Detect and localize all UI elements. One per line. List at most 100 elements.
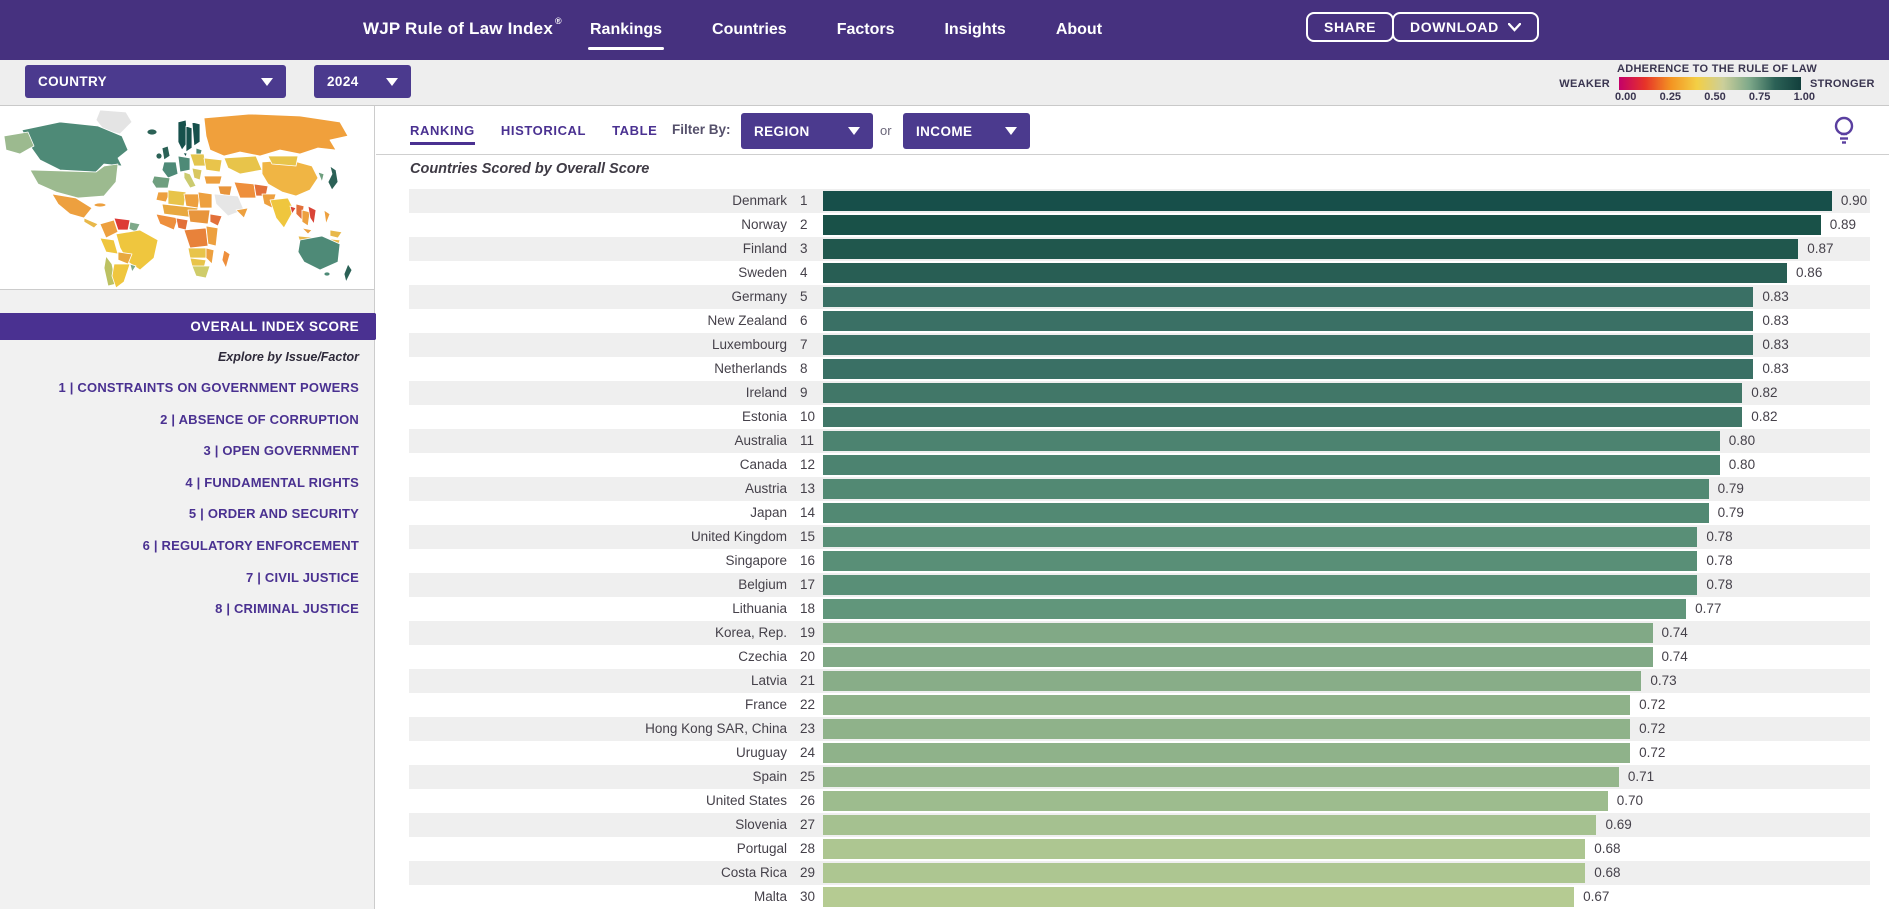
share-button[interactable]: SHARE — [1306, 12, 1395, 42]
table-row[interactable]: United Kingdom 15 0.78 — [409, 525, 1870, 549]
legend-title: ADHERENCE TO THE RULE OF LAW — [1616, 63, 1818, 75]
score-bar[interactable] — [823, 623, 1653, 643]
table-row[interactable]: Lithuania 18 0.77 — [409, 597, 1870, 621]
tab-historical[interactable]: HISTORICAL — [500, 123, 587, 138]
app-logo[interactable]: WJP Rule of Law Index ® — [363, 0, 562, 79]
score-bar[interactable] — [823, 335, 1754, 355]
table-row[interactable]: Singapore 16 0.78 — [409, 549, 1870, 573]
score-bar[interactable] — [823, 215, 1821, 235]
table-row[interactable]: Sweden 4 0.86 — [409, 261, 1870, 285]
table-row[interactable]: Slovenia 27 0.69 — [409, 813, 1870, 837]
table-row[interactable]: Uruguay 24 0.72 — [409, 741, 1870, 765]
table-row[interactable]: Latvia 21 0.73 — [409, 669, 1870, 693]
table-row[interactable]: Germany 5 0.83 — [409, 285, 1870, 309]
score-bar[interactable] — [823, 695, 1631, 715]
table-row[interactable]: New Zealand 6 0.83 — [409, 309, 1870, 333]
table-row[interactable]: Australia 11 0.80 — [409, 429, 1870, 453]
score-bar[interactable] — [823, 311, 1754, 331]
score-bar[interactable] — [823, 767, 1619, 787]
sidebar-factor-7[interactable]: 7 | CIVIL JUSTICE — [246, 569, 359, 585]
country-name: Netherlands — [714, 361, 787, 376]
country-score: 0.89 — [1829, 217, 1856, 232]
sidebar-item-overall-index-score[interactable]: OVERALL INDEX SCORE — [0, 313, 388, 340]
table-row[interactable]: Luxembourg 7 0.83 — [409, 333, 1870, 357]
country-score: 0.86 — [1796, 265, 1823, 280]
download-button[interactable]: DOWNLOAD — [1392, 12, 1539, 42]
table-row[interactable]: France 22 0.72 — [409, 693, 1870, 717]
tab-ranking[interactable]: RANKING — [410, 123, 475, 145]
country-score: 0.83 — [1762, 313, 1789, 328]
table-row[interactable]: Czechia 20 0.74 — [409, 645, 1870, 669]
sidebar-factor-3[interactable]: 3 | OPEN GOVERNMENT — [203, 443, 359, 459]
table-row[interactable]: Estonia 10 0.82 — [409, 405, 1870, 429]
score-bar[interactable] — [823, 551, 1698, 571]
score-bar[interactable] — [823, 239, 1799, 259]
table-row[interactable]: Costa Rica 29 0.68 — [409, 861, 1870, 885]
table-row[interactable]: Portugal 28 0.68 — [409, 837, 1870, 861]
tab-table[interactable]: TABLE — [612, 123, 658, 138]
score-bar[interactable] — [823, 527, 1698, 547]
sidebar-factor-5[interactable]: 5 | ORDER AND SECURITY — [188, 506, 359, 522]
nav-link-insights[interactable]: Insights — [944, 21, 1006, 38]
score-bar[interactable] — [823, 431, 1720, 451]
score-bar[interactable] — [823, 263, 1788, 283]
sidebar: OVERALL INDEX SCORE Explore by Issue/Fac… — [0, 290, 388, 909]
table-row[interactable]: Spain 25 0.71 — [409, 765, 1870, 789]
score-bar[interactable] — [823, 815, 1597, 835]
world-map[interactable] — [0, 106, 375, 290]
score-bar[interactable] — [823, 599, 1687, 619]
sidebar-factor-1[interactable]: 1 | CONSTRAINTS ON GOVERNMENT POWERS — [58, 380, 359, 395]
score-bar[interactable] — [823, 479, 1709, 499]
score-bar[interactable] — [823, 287, 1754, 307]
nav-link-rankings[interactable]: Rankings — [587, 21, 665, 50]
sidebar-factor-2[interactable]: 2 | ABSENCE OF CORRUPTION — [160, 411, 359, 427]
score-bar[interactable] — [823, 191, 1832, 211]
score-bar[interactable] — [823, 887, 1575, 907]
score-bar[interactable] — [823, 743, 1631, 763]
income-dropdown[interactable]: INCOME — [903, 113, 1030, 149]
table-row[interactable]: Norway 2 0.89 — [409, 213, 1870, 237]
table-row[interactable]: Netherlands 8 0.83 — [409, 357, 1870, 381]
nav-link-factors[interactable]: Factors — [836, 21, 895, 38]
score-bar[interactable] — [823, 455, 1720, 475]
nav-link-about[interactable]: About — [1055, 21, 1103, 38]
region-dropdown[interactable]: REGION — [741, 113, 873, 149]
country-score: 0.83 — [1762, 361, 1789, 376]
table-row[interactable]: Canada 12 0.80 — [409, 453, 1870, 477]
sidebar-factor-6[interactable]: 6 | REGULATORY ENFORCEMENT — [142, 538, 359, 553]
table-row[interactable]: Denmark 1 0.90 — [409, 189, 1870, 213]
score-bar[interactable] — [823, 791, 1608, 811]
table-row[interactable]: United States 26 0.70 — [409, 789, 1870, 813]
lightbulb-icon[interactable] — [1831, 115, 1857, 145]
score-bar[interactable] — [823, 359, 1754, 379]
country-rank: 19 — [800, 625, 816, 640]
country-score: 0.70 — [1616, 793, 1643, 808]
country-dropdown[interactable]: COUNTRY — [25, 65, 286, 98]
nav-link-countries[interactable]: Countries — [712, 21, 787, 38]
score-bar[interactable] — [823, 407, 1743, 427]
sidebar-factor-4[interactable]: 4 | FUNDAMENTAL RIGHTS — [185, 474, 359, 490]
score-bar[interactable] — [823, 383, 1743, 403]
year-dropdown[interactable]: 2024 — [314, 65, 411, 98]
score-bar[interactable] — [823, 863, 1586, 883]
sidebar-factor-8[interactable]: 8 | CRIMINAL JUSTICE — [215, 601, 359, 617]
score-bar[interactable] — [823, 839, 1586, 859]
score-bar[interactable] — [823, 575, 1698, 595]
table-row[interactable]: Hong Kong SAR, China 23 0.72 — [409, 717, 1870, 741]
table-row[interactable]: Malta 30 0.67 — [409, 885, 1870, 909]
table-row[interactable]: Austria 13 0.79 — [409, 477, 1870, 501]
score-bar[interactable] — [823, 647, 1653, 667]
table-row[interactable]: Japan 14 0.79 — [409, 501, 1870, 525]
table-row[interactable]: Ireland 9 0.82 — [409, 381, 1870, 405]
score-bar[interactable] — [823, 671, 1642, 691]
score-bar[interactable] — [823, 503, 1709, 523]
view-tabs-row: RANKING HISTORICAL TABLE Filter By: REGION… — [376, 106, 1889, 155]
table-row[interactable]: Belgium 17 0.78 — [409, 573, 1870, 597]
country-rank: 20 — [800, 649, 816, 664]
score-bar[interactable] — [823, 719, 1631, 739]
country-name: France — [744, 697, 787, 712]
legend-tick: 0.25 — [1659, 91, 1682, 103]
country-name: United Kingdom — [690, 529, 787, 544]
table-row[interactable]: Korea, Rep. 19 0.74 — [409, 621, 1870, 645]
table-row[interactable]: Finland 3 0.87 — [409, 237, 1870, 261]
